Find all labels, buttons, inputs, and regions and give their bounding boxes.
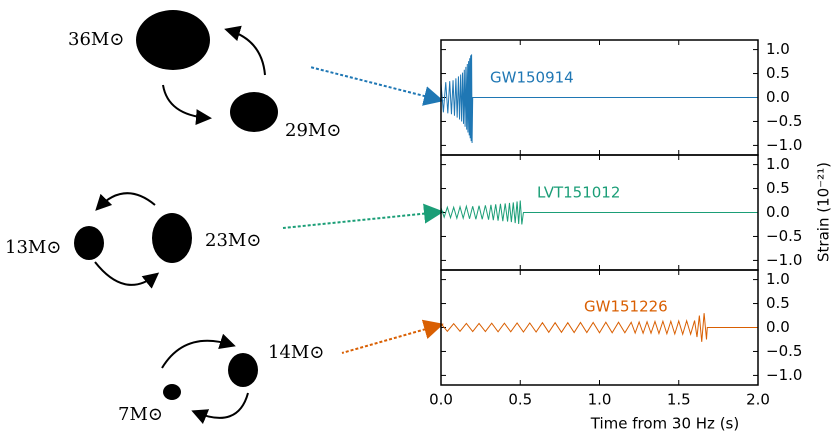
mass-label: 29M⊙ — [285, 120, 341, 141]
pointer-arrow — [309, 66, 444, 106]
pointer-arrow — [341, 319, 444, 354]
black-hole — [163, 384, 181, 400]
orbit-arrow — [161, 333, 236, 369]
y-tick-label: 0.0 — [766, 318, 790, 336]
black-hole — [152, 213, 192, 263]
orbit-arrow — [224, 25, 266, 76]
x-tick-label: 1.0 — [588, 391, 612, 409]
y-tick-label: 0.5 — [766, 179, 790, 197]
y-tick-label: 0.0 — [766, 88, 790, 106]
orbit-arrow — [162, 84, 212, 126]
black-hole — [230, 92, 278, 132]
mass-label: 14M⊙ — [268, 342, 324, 363]
y-tick-label: −1.0 — [766, 366, 802, 384]
binary-diagrams: 36M⊙ 29M⊙ 13M⊙ 23M⊙ 14M⊙ 7M⊙ — [5, 10, 341, 425]
x-axis-label: Time from 30 Hz (s) — [590, 415, 739, 433]
mass-label: 7M⊙ — [118, 404, 163, 425]
waveform — [440, 313, 758, 342]
x-tick-label: 1.5 — [667, 391, 691, 409]
y-tick-label: 0.0 — [766, 203, 790, 221]
panel-frame — [440, 269, 759, 386]
series-label: LVT151012 — [537, 184, 620, 202]
y-tick-label: 1.0 — [766, 40, 790, 58]
mass-label: 36M⊙ — [68, 29, 124, 50]
y-tick-label: 1.0 — [766, 155, 790, 173]
black-hole — [74, 226, 104, 260]
series-label: GW150914 — [490, 69, 574, 87]
y-tick-label: −1.0 — [766, 136, 802, 154]
series-label: GW151226 — [584, 298, 668, 316]
x-tick-label: 0.5 — [508, 391, 532, 409]
pointer-arrows — [282, 66, 444, 354]
mass-label: 13M⊙ — [5, 237, 61, 258]
y-tick-label: −1.0 — [766, 251, 802, 269]
orbit-arrow — [94, 261, 160, 289]
black-hole — [136, 10, 210, 70]
y-tick-label: 1.0 — [766, 270, 790, 288]
y-tick-label: −0.5 — [766, 112, 802, 130]
y-tick-label: −0.5 — [766, 227, 802, 245]
waveform — [440, 200, 758, 225]
x-tick-label: 2.0 — [746, 391, 770, 409]
y-axis-label: Strain (10⁻²¹) — [815, 162, 833, 262]
x-tick-label: 0.0 — [429, 391, 453, 409]
orbit-arrow — [95, 192, 156, 211]
y-tick-label: 0.5 — [766, 64, 790, 82]
black-hole — [228, 353, 258, 387]
waveform — [440, 54, 758, 144]
y-tick-label: 0.5 — [766, 294, 790, 312]
orbit-arrow — [191, 392, 249, 425]
pointer-arrow — [282, 203, 444, 229]
mass-label: 23M⊙ — [205, 230, 261, 251]
y-tick-label: −0.5 — [766, 342, 802, 360]
